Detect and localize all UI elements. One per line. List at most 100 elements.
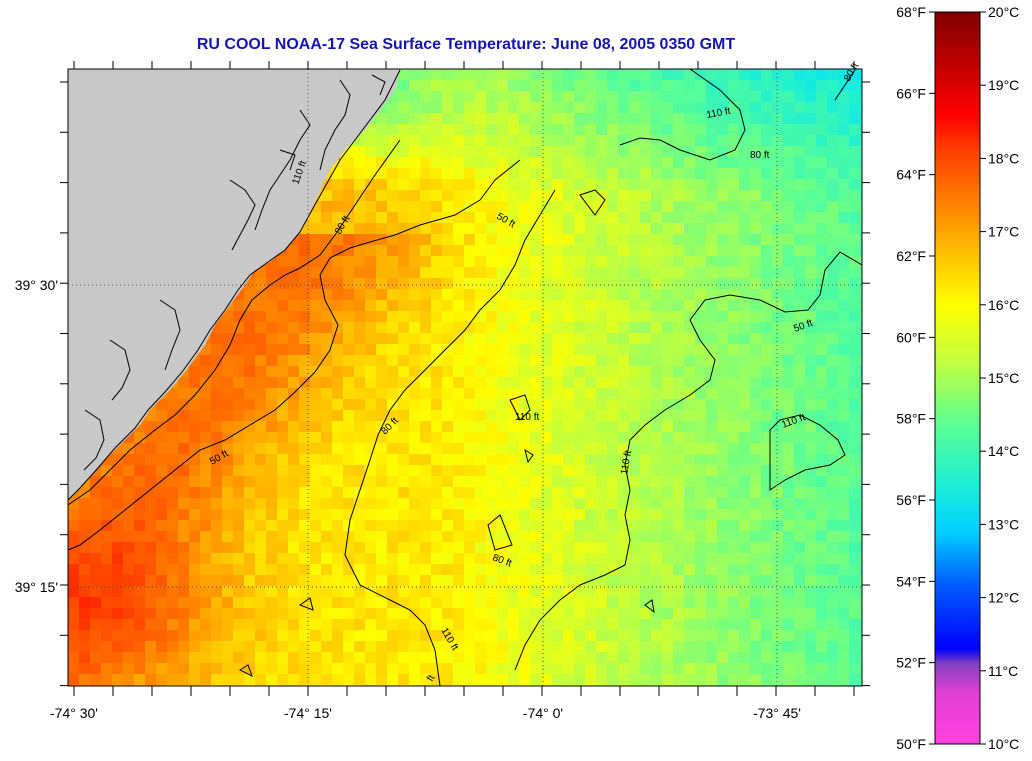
sst-cell xyxy=(387,234,399,246)
sst-cell xyxy=(596,91,608,103)
sst-cell xyxy=(321,498,333,510)
sst-cell xyxy=(387,267,399,279)
sst-cell xyxy=(233,663,245,675)
sst-cell xyxy=(695,256,707,268)
sst-cell xyxy=(563,201,575,213)
sst-cell xyxy=(475,113,487,125)
sst-cell xyxy=(167,641,179,653)
sst-cell xyxy=(332,322,344,334)
sst-cell xyxy=(222,619,234,631)
sst-cell xyxy=(596,498,608,510)
sst-cell xyxy=(431,157,443,169)
sst-cell xyxy=(453,509,465,521)
sst-cell xyxy=(552,388,564,400)
sst-cell xyxy=(695,245,707,257)
sst-cell xyxy=(79,619,91,631)
sst-cell xyxy=(156,652,168,664)
sst-cell xyxy=(618,300,630,312)
sst-cell xyxy=(255,619,267,631)
sst-cell xyxy=(717,421,729,433)
sst-cell xyxy=(288,355,300,367)
sst-cell xyxy=(629,586,641,598)
sst-cell xyxy=(739,410,751,422)
sst-cell xyxy=(607,69,619,81)
sst-cell xyxy=(409,487,421,499)
sst-cell xyxy=(486,135,498,147)
sst-cell xyxy=(673,113,685,125)
sst-cell xyxy=(684,377,696,389)
colorbar-f-label: 58°F xyxy=(896,411,926,427)
sst-cell xyxy=(629,201,641,213)
sst-cell xyxy=(288,454,300,466)
sst-cell xyxy=(112,663,124,675)
sst-cell xyxy=(574,685,586,686)
sst-cell xyxy=(673,542,685,554)
sst-cell xyxy=(706,179,718,191)
sst-cell xyxy=(376,311,388,323)
sst-cell xyxy=(563,377,575,389)
sst-cell xyxy=(519,333,531,345)
sst-cell xyxy=(651,586,663,598)
sst-cell xyxy=(519,377,531,389)
sst-cell xyxy=(420,69,432,81)
sst-cell xyxy=(849,487,861,499)
sst-cell xyxy=(530,146,542,158)
sst-cell xyxy=(442,586,454,598)
sst-cell xyxy=(442,289,454,301)
sst-cell xyxy=(596,454,608,466)
sst-cell xyxy=(398,267,410,279)
sst-cell xyxy=(134,586,146,598)
sst-cell xyxy=(497,487,509,499)
sst-cell xyxy=(695,674,707,686)
sst-cell xyxy=(497,652,509,664)
sst-cell xyxy=(222,311,234,323)
sst-cell xyxy=(497,201,509,213)
sst-cell xyxy=(376,124,388,136)
sst-cell xyxy=(156,465,168,477)
sst-cell xyxy=(299,267,311,279)
sst-cell xyxy=(827,597,839,609)
sst-cell xyxy=(123,553,135,565)
sst-cell xyxy=(794,289,806,301)
sst-cell xyxy=(79,597,91,609)
sst-cell xyxy=(321,421,333,433)
sst-cell xyxy=(277,267,289,279)
sst-cell xyxy=(123,465,135,477)
sst-cell xyxy=(728,69,740,81)
sst-cell xyxy=(508,674,520,686)
sst-cell xyxy=(849,256,861,268)
sst-cell xyxy=(662,190,674,202)
sst-cell xyxy=(673,509,685,521)
sst-cell xyxy=(805,311,817,323)
sst-cell xyxy=(728,542,740,554)
sst-cell xyxy=(211,476,223,488)
sst-cell xyxy=(860,663,862,675)
sst-cell xyxy=(739,487,751,499)
sst-cell xyxy=(629,520,641,532)
sst-cell xyxy=(860,267,862,279)
sst-cell xyxy=(376,113,388,125)
sst-cell xyxy=(640,377,652,389)
sst-cell xyxy=(585,608,597,620)
sst-cell xyxy=(145,575,157,587)
sst-cell xyxy=(475,278,487,290)
sst-cell xyxy=(508,234,520,246)
sst-cell xyxy=(827,652,839,664)
sst-cell xyxy=(574,355,586,367)
sst-cell xyxy=(90,630,102,642)
sst-cell xyxy=(585,69,597,81)
sst-cell xyxy=(310,421,322,433)
sst-cell xyxy=(310,487,322,499)
sst-cell xyxy=(497,663,509,675)
sst-cell xyxy=(849,685,861,686)
sst-cell xyxy=(321,234,333,246)
sst-cell xyxy=(200,421,212,433)
sst-cell xyxy=(618,377,630,389)
sst-cell xyxy=(673,608,685,620)
sst-cell xyxy=(860,465,862,477)
sst-cell xyxy=(607,432,619,444)
sst-cell xyxy=(651,641,663,653)
sst-cell xyxy=(750,333,762,345)
sst-cell xyxy=(618,234,630,246)
sst-cell xyxy=(695,355,707,367)
